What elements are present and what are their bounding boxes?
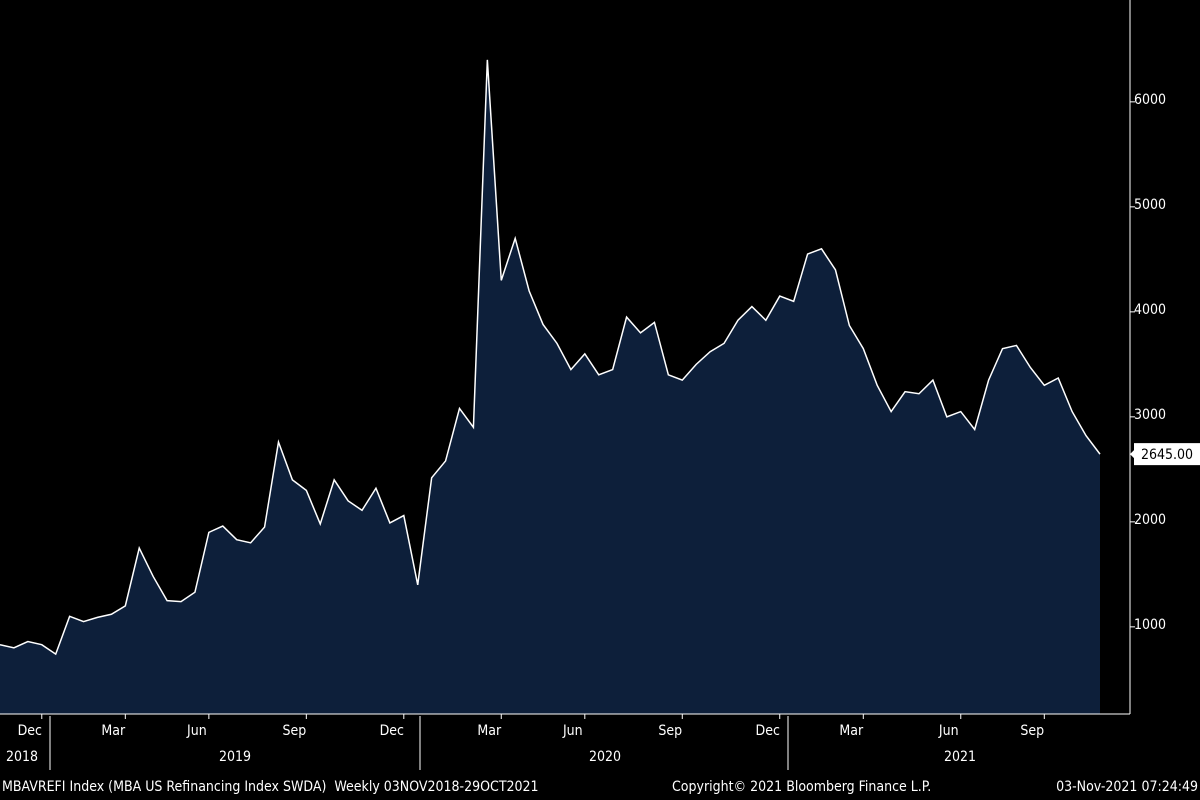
y-tick-label: 2000 [1134, 512, 1166, 528]
y-tick-label: 1000 [1134, 617, 1166, 633]
x-tick-label: Sep [282, 723, 306, 739]
year-label: 2021 [944, 749, 976, 765]
x-tick-label: Jun [562, 723, 583, 739]
x-tick-label: Dec [18, 723, 42, 739]
x-tick-label: Jun [186, 723, 207, 739]
x-tick-label: Mar [839, 723, 864, 739]
line [0, 59, 1101, 656]
x-tick-label: Sep [658, 723, 682, 739]
x-tick-label: Sep [1020, 723, 1044, 739]
year-label: 2020 [589, 749, 621, 765]
area [0, 59, 1100, 715]
last-value-label: 2645.00 [1141, 447, 1193, 463]
x-tick-label: Dec [380, 723, 404, 739]
last-value-pointer [1130, 448, 1136, 461]
footer-left: MBAVREFI Index (MBA US Refinancing Index… [2, 779, 539, 795]
footer-middle: Copyright© 2021 Bloomberg Finance L.P. [672, 779, 931, 795]
x-tick-label: Mar [101, 723, 126, 739]
x-tick-label: Dec [756, 723, 780, 739]
x-tick-label: Mar [477, 723, 502, 739]
year-label: 2018 [6, 749, 38, 765]
footer-right: 03-Nov-2021 07:24:49 [1056, 779, 1198, 795]
y-tick-label: 4000 [1134, 302, 1166, 318]
y-tick-label: 6000 [1134, 92, 1166, 108]
y-tick-label: 5000 [1134, 197, 1166, 213]
y-tick-label: 3000 [1134, 407, 1166, 423]
year-label: 2019 [219, 749, 251, 765]
x-tick-label: Jun [938, 723, 959, 739]
last-value-box [1134, 443, 1200, 466]
